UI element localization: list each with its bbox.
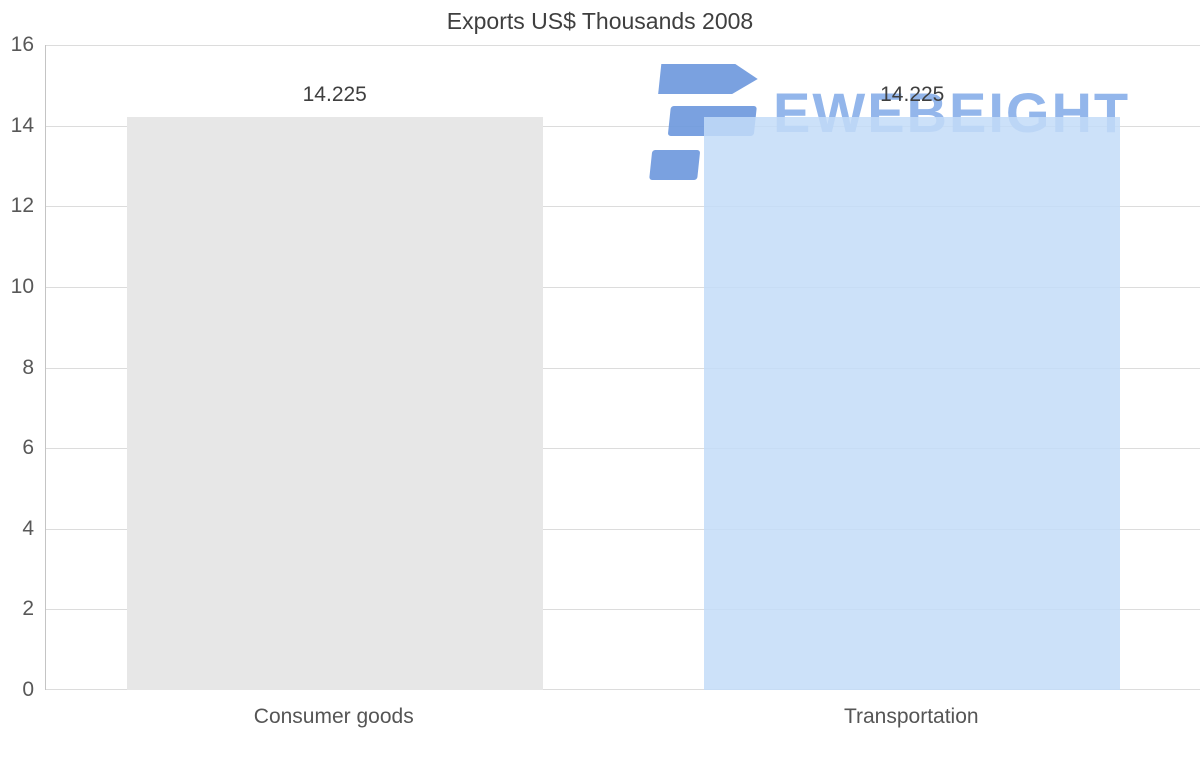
gridline — [46, 286, 1200, 288]
y-axis-tick-label: 12 — [10, 194, 34, 218]
y-axis-tick-label: 4 — [22, 516, 34, 540]
y-axis-tick-label: 6 — [22, 436, 34, 460]
bar-value-label: 14.225 — [880, 82, 945, 106]
plot-area: 14.225 14.225 — [45, 45, 1200, 690]
gridline — [46, 689, 1200, 690]
bar-transportation[interactable] — [704, 116, 1121, 690]
y-axis-tick-label: 16 — [10, 33, 34, 56]
y-axis-tick-label: 14 — [10, 113, 34, 137]
chart-title: Exports US$ Thousands 2008 — [446, 8, 754, 34]
bar-value-label: 14.225 — [302, 82, 367, 106]
gridline — [46, 45, 1200, 46]
bar-consumer-goods[interactable] — [126, 116, 543, 690]
gridline — [46, 448, 1200, 450]
y-axis-tick-label: 8 — [22, 355, 34, 379]
gridline — [46, 125, 1200, 127]
gridline — [46, 528, 1200, 530]
x-axis-category-label: Transportation — [843, 705, 979, 728]
gridline — [46, 609, 1200, 611]
y-axis-tick-label: 10 — [10, 274, 34, 298]
x-axis-category-label: Consumer goods — [253, 705, 414, 728]
gridline — [46, 206, 1200, 208]
y-axis-tick-label: 0 — [22, 678, 34, 701]
y-axis-tick-label: 2 — [22, 597, 34, 621]
gridline — [46, 367, 1200, 369]
